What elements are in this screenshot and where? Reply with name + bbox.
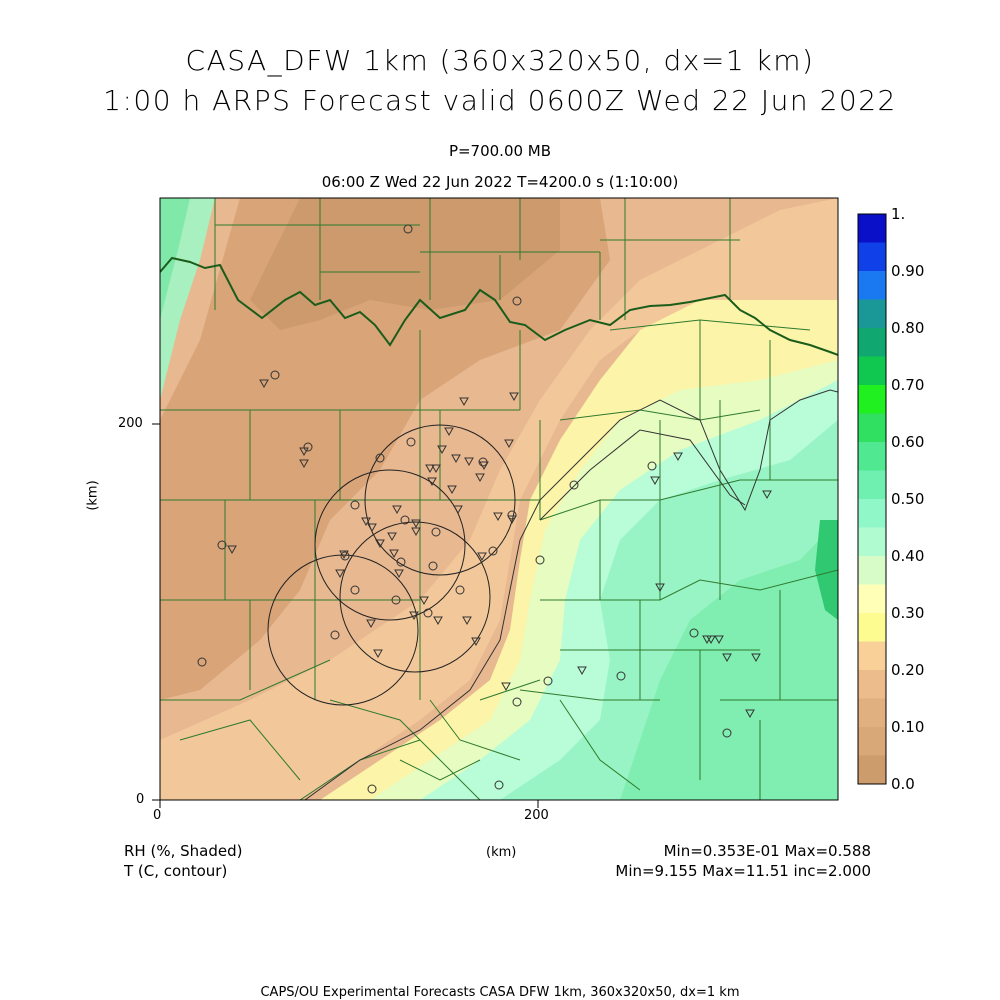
colorbar-swatch [858, 727, 886, 756]
colorbar-swatch [858, 242, 886, 272]
temperature-contour [304, 389, 838, 800]
colorbar-label: 0.30 [891, 604, 925, 622]
colorbar-label: 1. [891, 205, 906, 223]
colorbar-swatch [858, 442, 886, 471]
colorbar-swatch [858, 755, 886, 785]
y-axis-label: (km) [85, 480, 101, 511]
county-boundaries [160, 198, 838, 800]
colorbar-swatch [858, 584, 886, 614]
valid-time: 06:00 Z Wed 22 Jun 2022 T=4200.0 s (1:10… [321, 173, 679, 191]
colorbar-swatch [858, 613, 886, 642]
colorbar-swatch [858, 641, 886, 671]
y-tick-200: 200 [118, 416, 143, 431]
red-river-boundary [160, 256, 838, 356]
colorbar-swatch [858, 271, 886, 300]
colorbar-swatch [858, 470, 886, 500]
colorbar-label: 0.50 [891, 490, 925, 508]
colorbar-frame [857, 213, 887, 785]
colorbar-swatch [858, 356, 886, 386]
shaded-field-stats: Min=0.353E-01 Max=0.588 [663, 842, 871, 860]
colorbar-label: 0.60 [891, 433, 925, 451]
colorbar-label: 0.70 [891, 376, 925, 394]
colorbar-swatch [858, 670, 886, 699]
axis-ticks [152, 423, 539, 808]
colorbar-swatch [858, 328, 886, 357]
colorbar-label: 0.20 [891, 661, 925, 679]
temperature-contour-inner [539, 429, 746, 521]
y-tick-0: 0 [136, 792, 145, 807]
colorbar-swatch [858, 214, 886, 243]
x-tick-200: 200 [524, 808, 549, 823]
colorbar-label: 0.80 [891, 319, 925, 337]
plot-title-line1: CASA_DFW 1km (360x320x50, dx=1 km) [185, 44, 815, 77]
colorbar-swatch [858, 527, 886, 557]
pressure-level: P=700.00 MB [448, 142, 552, 160]
colorbar-label: 0.0 [891, 775, 915, 793]
colorbar-swatch [858, 499, 886, 528]
plot-frame [159, 197, 839, 801]
colorbar-label: 0.90 [891, 262, 925, 280]
radar-range-rings [267, 424, 516, 706]
shaded-field-label: RH (%, Shaded) [124, 842, 243, 860]
colorbar-swatch [858, 385, 886, 414]
x-tick-0: 0 [153, 808, 162, 823]
colorbar-label: 0.40 [891, 547, 925, 565]
plot-title-line2: 1:00 h ARPS Forecast valid 0600Z Wed 22 … [103, 84, 897, 117]
colorbar [858, 214, 886, 785]
station-markers [197, 224, 772, 794]
colorbar-swatch [858, 413, 886, 443]
colorbar-label: 0.10 [891, 718, 925, 736]
colorbar-swatch [858, 698, 886, 728]
contour-field-stats: Min=9.155 Max=11.51 inc=2.000 [615, 862, 871, 880]
x-axis-label: (km) [486, 845, 517, 860]
footer-credit: CAPS/OU Experimental Forecasts CASA DFW … [260, 985, 740, 1000]
colorbar-swatch [858, 556, 886, 585]
contour-field-label: T (C, contour) [124, 862, 228, 880]
colorbar-swatch [858, 299, 886, 329]
